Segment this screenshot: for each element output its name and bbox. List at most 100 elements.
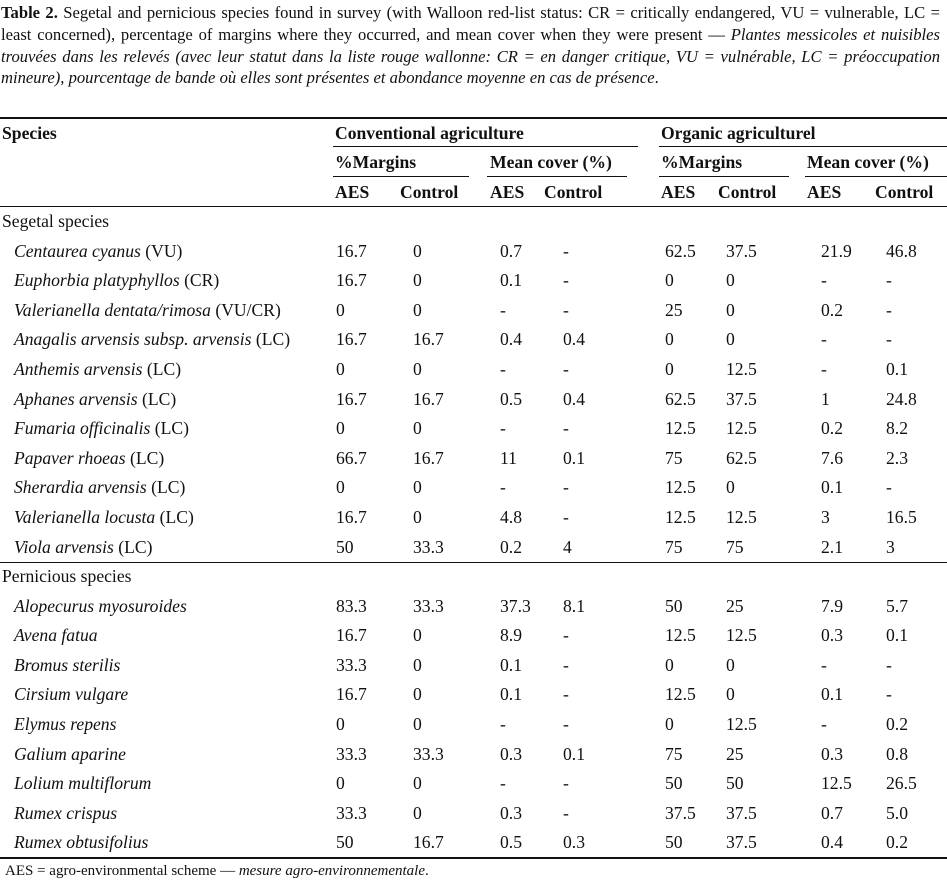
- species-name: Galium aparine: [14, 743, 126, 764]
- value-cell: 33.3: [336, 802, 367, 823]
- species-name: Rumex crispus: [14, 802, 118, 823]
- value-cell: 16.7: [413, 329, 444, 350]
- value-cell: 12.5: [665, 684, 696, 705]
- value-cell: 16.7: [413, 447, 444, 468]
- value-cell: 16.7: [336, 270, 367, 291]
- species-status: (LC): [150, 418, 189, 439]
- value-cell: 0: [665, 654, 674, 675]
- species-status: (LC): [125, 447, 165, 468]
- value-cell: 8.1: [563, 595, 585, 616]
- species-name-cell: Lolium multiflorum: [14, 773, 151, 793]
- value-cell: 0.2: [821, 418, 843, 439]
- species-name: Sherardia arvensis: [14, 477, 147, 498]
- value-cell: -: [563, 773, 569, 794]
- value-cell: 16.7: [413, 388, 444, 409]
- value-cell: 0: [413, 418, 422, 439]
- value-cell: 3: [886, 536, 895, 557]
- value-cell: -: [563, 654, 569, 675]
- species-name-cell: Alopecurus myosuroides: [14, 596, 187, 616]
- value-cell: 5.0: [886, 802, 908, 823]
- header-conv-cover-control: Control: [544, 182, 603, 202]
- value-cell: -: [500, 359, 506, 379]
- value-cell: 0: [726, 477, 735, 498]
- value-cell: 0: [413, 625, 422, 646]
- value-cell: 50: [726, 773, 744, 794]
- value-cell: 0: [413, 359, 422, 379]
- value-cell: -: [886, 684, 892, 705]
- header-conv-cover-aes: AES: [490, 182, 525, 202]
- species-name: Elymus repens: [14, 714, 117, 734]
- value-cell: 50: [665, 773, 683, 794]
- header-bottom-rule: [0, 206, 947, 207]
- value-cell: 0: [336, 773, 345, 794]
- value-cell: -: [821, 329, 827, 350]
- value-cell: 0.7: [500, 240, 522, 261]
- species-name: Valerianella locusta: [14, 507, 156, 527]
- species-status: (LC): [137, 388, 177, 409]
- value-cell: 16.7: [336, 625, 367, 646]
- species-name-cell: Anagalis arvensis subsp. arvensis (LC): [14, 329, 290, 349]
- species-name: Viola arvensis: [14, 536, 114, 557]
- value-cell: 0: [413, 714, 422, 734]
- value-cell: 0.3: [821, 625, 843, 646]
- value-cell: 0.5: [500, 832, 522, 853]
- value-cell: 0.1: [886, 359, 908, 379]
- value-cell: 33.3: [413, 743, 444, 764]
- value-cell: -: [500, 477, 506, 498]
- value-cell: 0.3: [500, 802, 522, 823]
- header-conv-margins-aes: AES: [335, 182, 370, 202]
- value-cell: 0.4: [563, 329, 585, 350]
- value-cell: 62.5: [665, 240, 696, 261]
- species-name: Papaver rhoeas: [14, 447, 126, 468]
- value-cell: -: [500, 418, 506, 439]
- value-cell: -: [886, 654, 892, 675]
- value-cell: 46.8: [886, 240, 917, 261]
- value-cell: 0.2: [886, 714, 908, 734]
- value-cell: 3: [821, 507, 830, 527]
- value-cell: 0.2: [821, 299, 843, 320]
- value-cell: 26.5: [886, 773, 917, 794]
- value-cell: -: [821, 654, 827, 675]
- header-conv-margins: %Margins: [335, 152, 417, 172]
- value-cell: 0: [726, 270, 735, 291]
- value-cell: 8.9: [500, 625, 522, 646]
- value-cell: 62.5: [665, 388, 696, 409]
- org-margins-rule: [659, 176, 789, 177]
- value-cell: -: [563, 270, 569, 291]
- species-status: (LC): [142, 359, 182, 379]
- value-cell: 0.7: [821, 802, 843, 823]
- value-cell: 0.3: [563, 832, 585, 853]
- value-cell: 50: [336, 536, 354, 557]
- value-cell: 0.1: [500, 270, 522, 291]
- species-name: Anagalis arvensis subsp. arvensis: [14, 329, 252, 350]
- species-name: Centaurea cyanus: [14, 240, 141, 261]
- species-status: (LC): [146, 477, 186, 498]
- species-name-cell: Fumaria officinalis (LC): [14, 418, 189, 438]
- value-cell: 12.5: [665, 625, 696, 646]
- value-cell: 0: [726, 684, 735, 705]
- value-cell: 0: [413, 802, 422, 823]
- species-name: Aphanes arvensis: [14, 388, 138, 409]
- caption-english: Segetal and pernicious species found in …: [1, 3, 940, 44]
- section-title: Pernicious species: [2, 566, 132, 586]
- value-cell: 50: [665, 595, 683, 616]
- value-cell: 11: [500, 447, 517, 468]
- species-name: Lolium multiflorum: [14, 773, 152, 794]
- value-cell: 16.7: [413, 832, 444, 853]
- value-cell: -: [563, 714, 569, 734]
- value-cell: 0: [413, 240, 422, 261]
- value-cell: 25: [665, 299, 683, 320]
- value-cell: 12.5: [665, 477, 696, 498]
- value-cell: 2.1: [821, 536, 843, 557]
- value-cell: 0: [665, 329, 674, 350]
- value-cell: 16.7: [336, 684, 367, 705]
- value-cell: 12.5: [726, 418, 757, 439]
- value-cell: -: [563, 359, 569, 379]
- header-org-margins: %Margins: [661, 152, 743, 172]
- value-cell: 50: [665, 832, 683, 853]
- species-status: (VU): [140, 240, 183, 261]
- value-cell: 83.3: [336, 595, 367, 616]
- value-cell: -: [886, 270, 892, 291]
- value-cell: 4.8: [500, 507, 522, 527]
- species-name-cell: Rumex obtusifolius: [14, 832, 148, 852]
